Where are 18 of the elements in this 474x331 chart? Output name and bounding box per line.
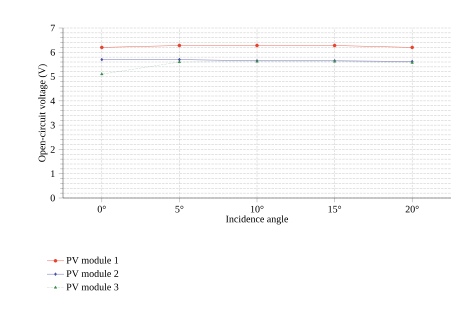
y-tick-label: 2 — [50, 146, 55, 153]
legend-label: PV module 2 — [66, 270, 118, 278]
x-tick-label: 20° — [406, 206, 419, 212]
legend-label: PV module 1 — [66, 256, 118, 264]
y-tick-label: 7 — [50, 24, 55, 32]
y-tick-label: 0 — [50, 194, 55, 202]
legend-label: PV module 3 — [66, 283, 118, 290]
x-axis-title: Incidence angle — [226, 215, 288, 224]
x-tick-label: 15° — [328, 206, 342, 212]
x-tick-label: 5° — [175, 206, 184, 212]
y-tick-label: 1 — [51, 170, 55, 178]
x-tick-label: 10° — [250, 206, 264, 212]
y-tick-label: 5 — [50, 73, 55, 80]
y-tick-label: 6 — [50, 48, 55, 56]
y-tick-label: 3 — [50, 122, 55, 128]
x-tick-label: 0° — [98, 206, 106, 212]
y-tick-label: 4 — [50, 98, 56, 104]
y-axis-title: Open-circuit voltage (V) — [38, 64, 48, 162]
